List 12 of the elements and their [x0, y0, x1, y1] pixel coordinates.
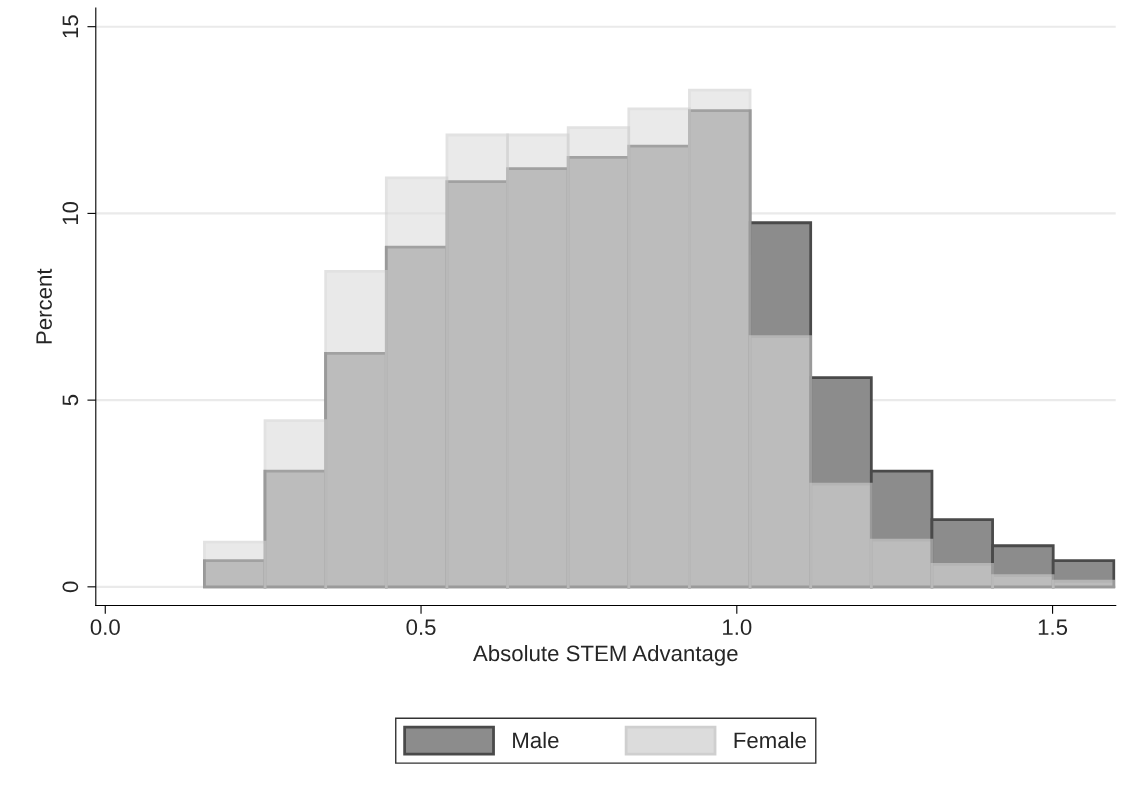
y-axis-title: Percent [36, 268, 52, 344]
y-tick-label: 0 [62, 581, 79, 593]
x-tick-label: 1.0 [723, 619, 752, 636]
legend-label: Female [734, 731, 806, 749]
y-tick-label: 10 [62, 201, 79, 225]
x-tick-label: 0.0 [90, 619, 120, 636]
y-tick-label: 15 [62, 15, 79, 38]
legend-label: Male [513, 731, 559, 749]
x-axis-title: Absolute STEM Advantage [473, 644, 738, 666]
y-tick-label: 5 [62, 394, 79, 406]
x-tick-label: 1.5 [1038, 619, 1068, 636]
x-tick-label: 0.5 [406, 619, 436, 636]
